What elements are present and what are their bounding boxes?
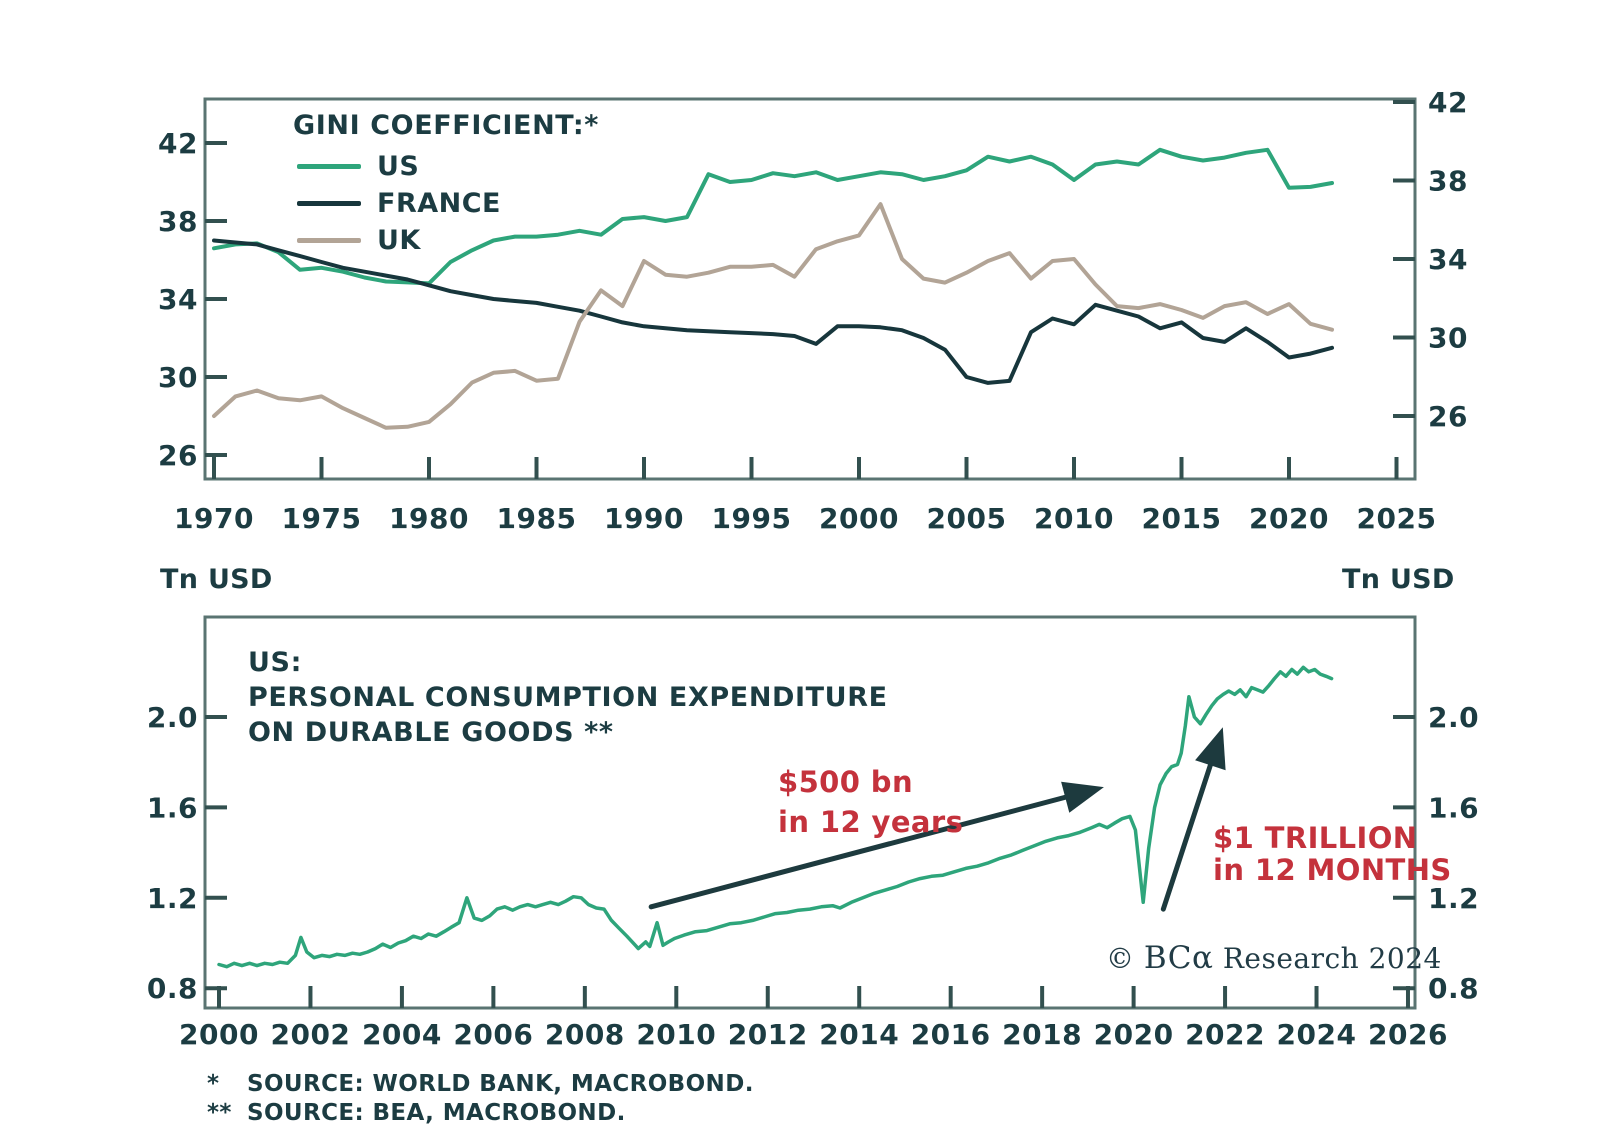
annotation-arrow-shaft xyxy=(1160,756,1215,912)
y-right-tick-label: 1.2 xyxy=(1428,882,1479,915)
plot-frame xyxy=(203,615,1417,1010)
y-right-tick-label: 42 xyxy=(1428,86,1468,119)
x-tick-label: 2025 xyxy=(1357,502,1437,535)
annotation-1trillion-line2: in 12 MONTHS xyxy=(1213,853,1452,887)
x-tick-label: 2005 xyxy=(927,502,1007,535)
annotation-arrow-head xyxy=(1195,727,1226,771)
pce-title-line1: US: xyxy=(248,647,302,678)
footnote-2: ** SOURCE: BEA, MACROBOND. xyxy=(207,1100,626,1126)
legend-label-france: FRANCE xyxy=(377,187,501,219)
y-left-tick-label: 1.2 xyxy=(147,882,198,915)
x-tick-label: 1985 xyxy=(497,502,577,535)
uk-line-swatch-icon xyxy=(297,237,361,243)
series-line-france xyxy=(212,238,1334,385)
x-tick-label: 2014 xyxy=(819,1018,899,1051)
annotation-arrow-head xyxy=(1061,781,1104,813)
y-left-tick-label: 0.8 xyxy=(147,972,198,1005)
series-line-us xyxy=(212,147,1334,286)
x-tick-label: 1990 xyxy=(604,502,684,535)
annotation-arrow-shaft xyxy=(648,793,1074,910)
unit-label-left: Tn USD xyxy=(160,564,273,595)
x-tick-label: 2016 xyxy=(911,1018,991,1051)
y-left-tick-label: 34 xyxy=(158,283,198,316)
gini-chart-title: GINI COEFFICIENT:* xyxy=(293,110,599,141)
legend-label-uk: UK xyxy=(377,224,421,256)
plot-frame xyxy=(203,97,1417,481)
bca-research-credit: © BCα Research 2024 xyxy=(1106,940,1442,976)
footnote-1-mark: * xyxy=(207,1071,220,1097)
y-right-tick-label: 26 xyxy=(1428,400,1468,433)
x-tick-label: 2018 xyxy=(1002,1018,1082,1051)
series-line-uk xyxy=(212,202,1334,430)
annotation-500bn-line1: $500 bn xyxy=(778,765,914,799)
france-line-swatch-icon xyxy=(297,200,361,206)
x-tick-label: 2020 xyxy=(1249,502,1329,535)
x-tick-label: 2026 xyxy=(1368,1018,1448,1051)
x-tick-label: 2015 xyxy=(1142,502,1222,535)
y-right-tick-label: 2.0 xyxy=(1428,701,1479,734)
footnote-2-mark: ** xyxy=(207,1100,232,1126)
legend-label-us: US xyxy=(377,150,420,182)
credit-text: Research 2024 xyxy=(1213,942,1442,975)
x-tick-label: 2010 xyxy=(636,1018,716,1051)
x-tick-label: 1995 xyxy=(712,502,792,535)
x-tick-label: 2006 xyxy=(453,1018,533,1051)
series-line-pce-durable-goods xyxy=(217,665,1334,969)
pce-title-line2: PERSONAL CONSUMPTION EXPENDITURE xyxy=(248,682,888,713)
pce-title-line3: ON DURABLE GOODS ** xyxy=(248,717,614,748)
y-left-tick-label: 2.0 xyxy=(147,701,198,734)
y-right-tick-label: 0.8 xyxy=(1428,972,1479,1005)
credit-copyright: © xyxy=(1106,942,1144,975)
y-left-tick-label: 30 xyxy=(158,361,198,394)
us-line-swatch-icon xyxy=(297,163,361,169)
x-tick-label: 2022 xyxy=(1185,1018,1265,1051)
x-tick-label: 2000 xyxy=(819,502,899,535)
footnote-1-text: SOURCE: WORLD BANK, MACROBOND. xyxy=(247,1071,754,1097)
unit-label-right: Tn USD xyxy=(1342,564,1455,595)
legend-item-uk: UK xyxy=(297,224,421,256)
x-tick-label: 2012 xyxy=(728,1018,808,1051)
x-tick-label: 1975 xyxy=(282,502,362,535)
y-right-tick-label: 30 xyxy=(1428,322,1468,355)
y-left-tick-label: 42 xyxy=(158,127,198,160)
y-left-tick-label: 26 xyxy=(158,439,198,472)
x-tick-label: 2020 xyxy=(1094,1018,1174,1051)
x-tick-label: 2008 xyxy=(545,1018,625,1051)
x-tick-label: 1980 xyxy=(389,502,469,535)
y-right-tick-label: 38 xyxy=(1428,165,1468,198)
y-right-tick-label: 1.6 xyxy=(1428,791,1479,824)
y-left-tick-label: 1.6 xyxy=(147,791,198,824)
x-tick-label: 1970 xyxy=(174,502,254,535)
x-tick-label: 2010 xyxy=(1034,502,1114,535)
annotation-500bn-line2: in 12 years xyxy=(778,805,964,839)
x-tick-label: 2004 xyxy=(362,1018,442,1051)
x-tick-label: 2000 xyxy=(179,1018,259,1051)
y-left-tick-label: 38 xyxy=(158,205,198,238)
legend-item-us: US xyxy=(297,150,420,182)
legend-item-france: FRANCE xyxy=(297,187,501,219)
footnote-1: * SOURCE: WORLD BANK, MACROBOND. xyxy=(207,1071,754,1097)
y-right-tick-label: 34 xyxy=(1428,243,1468,276)
bca-logo: BCα xyxy=(1143,940,1214,976)
annotation-1trillion-line1: $1 TRILLION xyxy=(1213,821,1418,855)
footnote-2-text: SOURCE: BEA, MACROBOND. xyxy=(247,1100,626,1126)
x-tick-label: 2024 xyxy=(1277,1018,1357,1051)
x-tick-label: 2002 xyxy=(270,1018,350,1051)
